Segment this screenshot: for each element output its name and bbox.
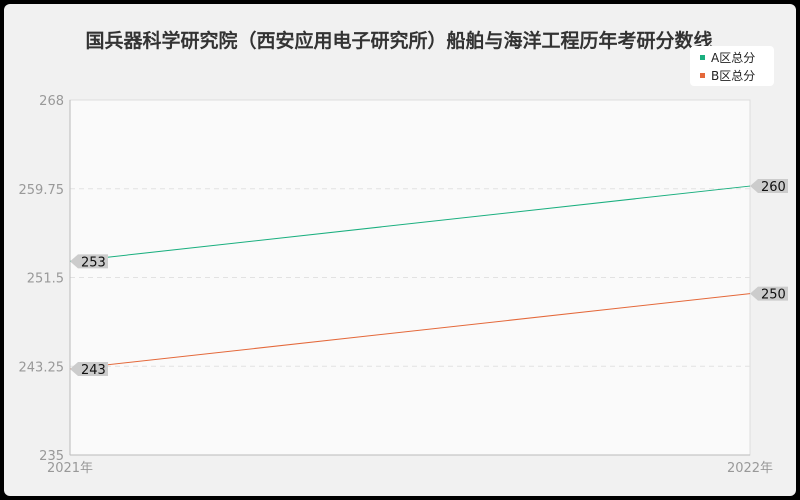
legend-swatch <box>700 54 705 60</box>
legend: A区总分 B区总分 <box>690 46 774 86</box>
y-tick-label: 259.75 <box>19 183 65 198</box>
y-tick-label: 235 <box>39 449 64 464</box>
data-label: 250 <box>761 288 786 303</box>
legend-item-b[interactable]: B区总分 <box>700 67 755 83</box>
data-label: 253 <box>81 255 106 270</box>
chart-title: 国兵器科学研究院（西安应用电子研究所）船舶与海洋工程历年考研分数线 <box>85 30 713 52</box>
y-tick-label: 268 <box>39 94 64 109</box>
data-label: 260 <box>761 180 786 195</box>
series-line-0 <box>69 185 751 262</box>
data-label-bg <box>70 361 108 376</box>
y-tick-label: 251.5 <box>27 272 64 287</box>
x-tick-label: 2022年 <box>727 461 773 476</box>
series-line-1 <box>69 293 751 370</box>
legend-label: B区总分 <box>711 68 756 83</box>
legend-item-a[interactable]: A区总分 <box>700 49 755 65</box>
data-label-bg <box>70 254 108 269</box>
legend-swatch <box>700 72 705 78</box>
chart-frame: 国兵器科学研究院（西安应用电子研究所）船舶与海洋工程历年考研分数线 268 259… <box>4 4 796 496</box>
data-label-bg <box>750 179 788 194</box>
legend-label: A区总分 <box>711 50 756 65</box>
data-label-bg <box>750 286 788 301</box>
x-tick-label: 2021年 <box>47 461 93 476</box>
data-label: 243 <box>81 363 106 378</box>
y-tick-label: 243.25 <box>19 360 65 375</box>
